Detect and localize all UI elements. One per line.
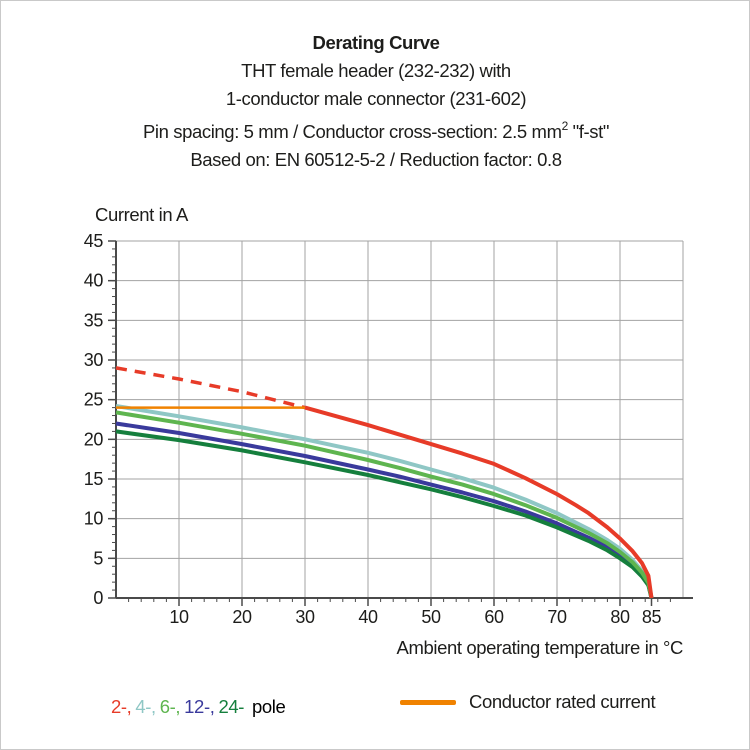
x-tick-label: 85 [642, 607, 662, 627]
rated-current-label: Conductor rated current [469, 691, 656, 712]
x-axis-title: Ambient operating temperature in °C [396, 637, 684, 658]
curve-6-pole [115, 410, 654, 599]
legend-pole-2: 4-, [135, 696, 156, 717]
curves [115, 366, 654, 599]
chart-subtitle-header: THT female header (232-232) with [241, 60, 511, 81]
specs-superscript: 2 [561, 119, 569, 133]
specs-text: Pin spacing: 5 mm / Conductor cross-sect… [142, 121, 562, 143]
x-tick-label: 70 [547, 607, 567, 627]
y-tick-label: 40 [84, 271, 104, 291]
x-tick-label: 30 [295, 607, 315, 627]
rated-current-line-swatch [400, 699, 456, 705]
y-tick-label: 10 [84, 509, 104, 529]
chart-subtitle-connector: 1-conductor male connector (231-602) [225, 88, 527, 109]
axes [115, 241, 693, 599]
derating-chart: 10 20 30 40 50 60 70 80 85 0 5 10 15 20 25 30 35 40 45 [84, 231, 693, 627]
curve-2-pole [304, 405, 654, 599]
y-tick-label: 20 [84, 429, 104, 449]
legend-pole-4: 12-, [184, 696, 215, 717]
y-tick-label: 25 [84, 390, 104, 410]
x-tick-label: 10 [169, 607, 189, 627]
curve-24-pole [115, 429, 654, 599]
y-tick-label: 15 [84, 469, 104, 489]
specs-suffix: "f-st" [567, 121, 610, 143]
legend-pole-5: 24- [218, 696, 244, 717]
y-tick-label: 5 [93, 548, 103, 568]
chart-subtitle-standard: Based on: EN 60512-5-2 / Reduction facto… [190, 149, 562, 171]
y-tick-label: 30 [84, 350, 104, 370]
x-tick-label: 50 [421, 607, 441, 627]
y-tick-label: 0 [93, 588, 103, 608]
title-block: Derating Curve THT female header (232-23… [1, 29, 749, 174]
legend-pole-3: 6-, [159, 696, 181, 717]
axis-ticks [108, 240, 671, 606]
y-axis-title: Current in A [95, 204, 188, 225]
x-tick-label: 80 [610, 607, 630, 627]
y-tick-label: 35 [84, 310, 104, 330]
legend-rated-current: Conductor rated current [400, 691, 656, 713]
legend-pole-suffix: pole [252, 696, 286, 717]
chart-subtitle-specs: Pin spacing: 5 mm / Conductor cross-sect… [1, 113, 749, 146]
x-tick-label: 40 [358, 607, 378, 627]
x-tick-label: 20 [232, 607, 252, 627]
legend-poles: 2-, 4-, 6-, 12-, 24- pole [111, 696, 289, 718]
legend-pole-1: 2-, [111, 696, 132, 717]
pole-color-tokens: 2-, 4-, 6-, 12-, 24- [111, 696, 248, 717]
tick-labels: 10 20 30 40 50 60 70 80 85 0 5 10 15 20 25 30 35 40 45 [84, 231, 662, 627]
y-tick-label: 45 [84, 231, 104, 251]
chart-title: Derating Curve [312, 32, 440, 53]
x-tick-label: 60 [484, 607, 504, 627]
curve-12-pole [115, 421, 654, 599]
curve-2-pole-extrapolated [115, 366, 306, 410]
